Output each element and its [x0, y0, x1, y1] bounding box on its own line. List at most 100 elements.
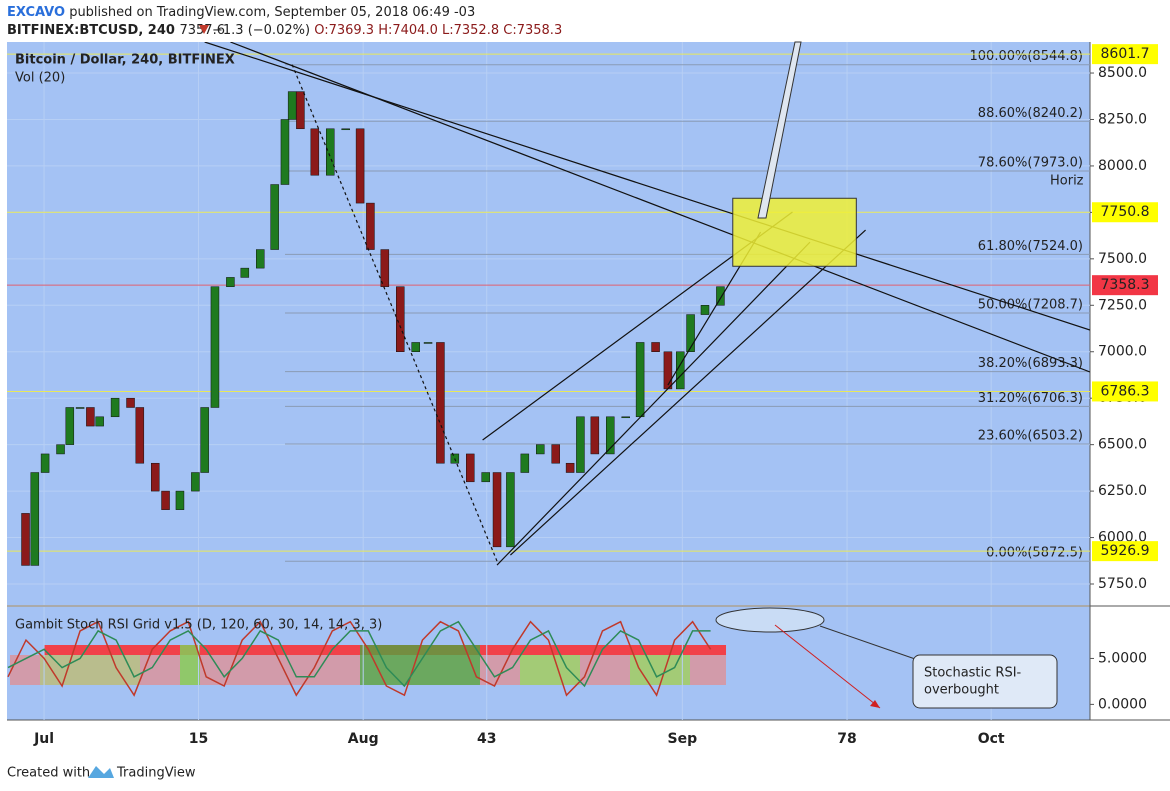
candle	[700, 305, 710, 315]
stoch-title: Gambit Stoch RSI Grid v1.5 (D, 120, 60, …	[15, 618, 382, 633]
price-tag	[1092, 541, 1158, 562]
trendline	[510, 229, 866, 556]
price-tag	[1092, 202, 1158, 223]
x-tick-label: 43	[477, 731, 496, 747]
grid-strip	[360, 645, 480, 685]
candle	[296, 91, 305, 130]
x-tick-label: 15	[189, 731, 208, 747]
candle	[75, 407, 85, 409]
y-tick-label: 0.0000	[1098, 696, 1147, 712]
y-tick-label: 8250.0	[1098, 111, 1147, 127]
price-tag-label: 5926.9	[1101, 543, 1150, 559]
chart-subtitle: Vol (20)	[15, 71, 65, 86]
footer-brand[interactable]: TradingView	[116, 766, 196, 781]
down-arrow	[199, 25, 209, 34]
author: EXCAVO	[7, 5, 65, 20]
candle	[576, 416, 585, 473]
x-tick-label: Jul	[33, 731, 54, 747]
candle	[380, 249, 390, 287]
change: −1.3 (−0.02%)	[212, 23, 310, 38]
trendline	[496, 241, 811, 566]
y-tick-label: 6250.0	[1098, 483, 1147, 499]
price-tag	[1092, 44, 1158, 65]
candle	[590, 416, 600, 455]
high: H:7404.0	[378, 23, 438, 38]
callout-pointer	[757, 41, 802, 219]
callout-text: Stochastic RSI-	[924, 666, 1022, 681]
ohlc-line: −1.3 (−0.02%) O:7369.3 H:7404.0 L:7352.8…	[212, 23, 562, 38]
fib-label: 88.60%(8240.2)	[978, 106, 1083, 121]
candle	[326, 128, 335, 176]
candle	[161, 490, 170, 510]
annotation: Horiz	[1050, 174, 1084, 189]
symbol: BITFINEX:BTCUSD, 240	[7, 23, 175, 38]
axes: Jul 15 Aug 43 Sep 78 Oct5750.06000.06250.06500…	[33, 0, 1170, 747]
candle	[606, 416, 615, 455]
x-tick-label: 78	[837, 731, 856, 747]
candle	[663, 351, 673, 390]
candle	[280, 119, 290, 185]
y-tick-label: 7000.0	[1098, 344, 1147, 360]
candle	[255, 249, 265, 269]
candle	[65, 407, 75, 445]
header-bg	[1090, 0, 1170, 41]
callout-text: overbought	[924, 683, 999, 698]
candle	[21, 513, 30, 566]
y-tick-label: 5.0000	[1098, 650, 1147, 666]
candle	[310, 128, 320, 176]
y-tick-label: 6500.0	[1098, 437, 1147, 453]
fib-label: 31.20%(6706.3)	[978, 391, 1083, 406]
close: C:7358.3	[503, 23, 562, 38]
candle	[270, 184, 279, 250]
callout-box	[912, 654, 1058, 709]
x-tick-label: Aug	[348, 731, 379, 747]
low: L:7352.8	[442, 23, 499, 38]
candle	[226, 277, 235, 287]
fib-label: 78.60%(7973.0)	[978, 155, 1083, 170]
stoch-plot	[7, 607, 992, 720]
callout-connector	[819, 625, 919, 661]
published: published on TradingView.com, September …	[69, 5, 475, 20]
candle	[191, 472, 200, 492]
stoch-line	[7, 620, 711, 688]
candle	[210, 286, 220, 408]
price-tag	[1092, 381, 1158, 402]
trendline	[230, 42, 1090, 373]
candle	[150, 462, 160, 492]
price-tag-label: 8601.7	[1101, 46, 1150, 62]
candle	[635, 342, 645, 418]
header-line: EXCAVO published on TradingView.com, Sep…	[7, 5, 475, 20]
fib-label: 0.00%(5872.5)	[986, 546, 1083, 561]
candle	[95, 416, 104, 427]
candle	[423, 342, 433, 344]
candle	[40, 453, 50, 473]
candle	[30, 472, 40, 566]
logo	[88, 766, 114, 778]
fib-label: 61.80%(7524.0)	[978, 239, 1083, 254]
candle	[175, 490, 185, 510]
highlight-box	[732, 197, 857, 267]
chart-title: Bitcoin / Dollar, 240, BITFINEX	[15, 53, 235, 68]
candle	[396, 286, 405, 352]
y-tick-label: 8500.0	[1098, 65, 1147, 81]
main-plot: 100.00%(8544.8) 88.60%(8240.2) 78.60%(7973…	[7, 42, 1090, 605]
y-tick-label: 7250.0	[1098, 297, 1147, 313]
arrow-head	[870, 700, 880, 708]
candle	[520, 453, 530, 473]
symbol-line: BITFINEX:BTCUSD, 240 7357.6	[7, 23, 225, 38]
candle	[716, 286, 725, 306]
footer-text: Created with	[7, 766, 90, 781]
fib-label: 23.60%(6503.2)	[978, 429, 1083, 444]
candle	[686, 314, 695, 352]
candle	[110, 397, 120, 418]
y-tick-label: 7500.0	[1098, 251, 1147, 267]
grid-strip	[520, 655, 580, 685]
fib-label: 100.00%(8544.8)	[970, 49, 1083, 64]
candle	[506, 472, 515, 548]
price-tag-label: 7750.8	[1101, 204, 1150, 220]
x-tick-label: Oct	[978, 731, 1005, 747]
candle	[651, 342, 660, 352]
stoch-line	[7, 620, 712, 697]
candle	[621, 416, 630, 419]
